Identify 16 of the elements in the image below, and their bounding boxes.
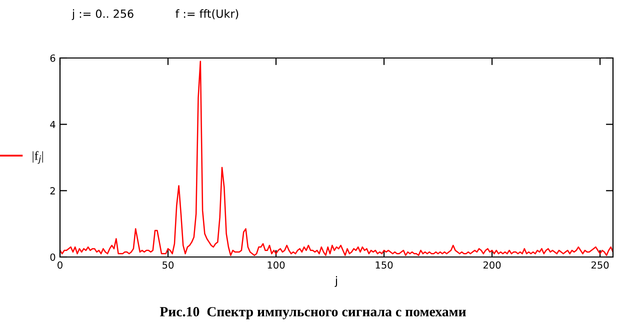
legend-label: |f$_{j}$|: [32, 151, 43, 164]
x-tick-label: 250: [591, 261, 609, 269]
text: Рис.10 Спектр импульсного сигнала с помехами: [160, 307, 466, 320]
text: j := 0.. 256: [72, 9, 134, 20]
x-tick-label: 200: [483, 261, 501, 269]
x-tick-label: 50: [162, 261, 174, 269]
x-tick-label: 0: [58, 261, 62, 269]
y-tick-label: 6: [50, 54, 56, 62]
y-tick-label: 4: [50, 120, 56, 128]
y-tick-label: 2: [50, 187, 55, 194]
y-tick-label: 0: [50, 253, 56, 261]
x-tick-label: 100: [268, 261, 285, 269]
line-series: [60, 60, 613, 256]
x-tick-label: 150: [376, 261, 393, 269]
x-axis-title: j: [334, 276, 337, 287]
text: f := fft(Ukr): [176, 9, 238, 20]
